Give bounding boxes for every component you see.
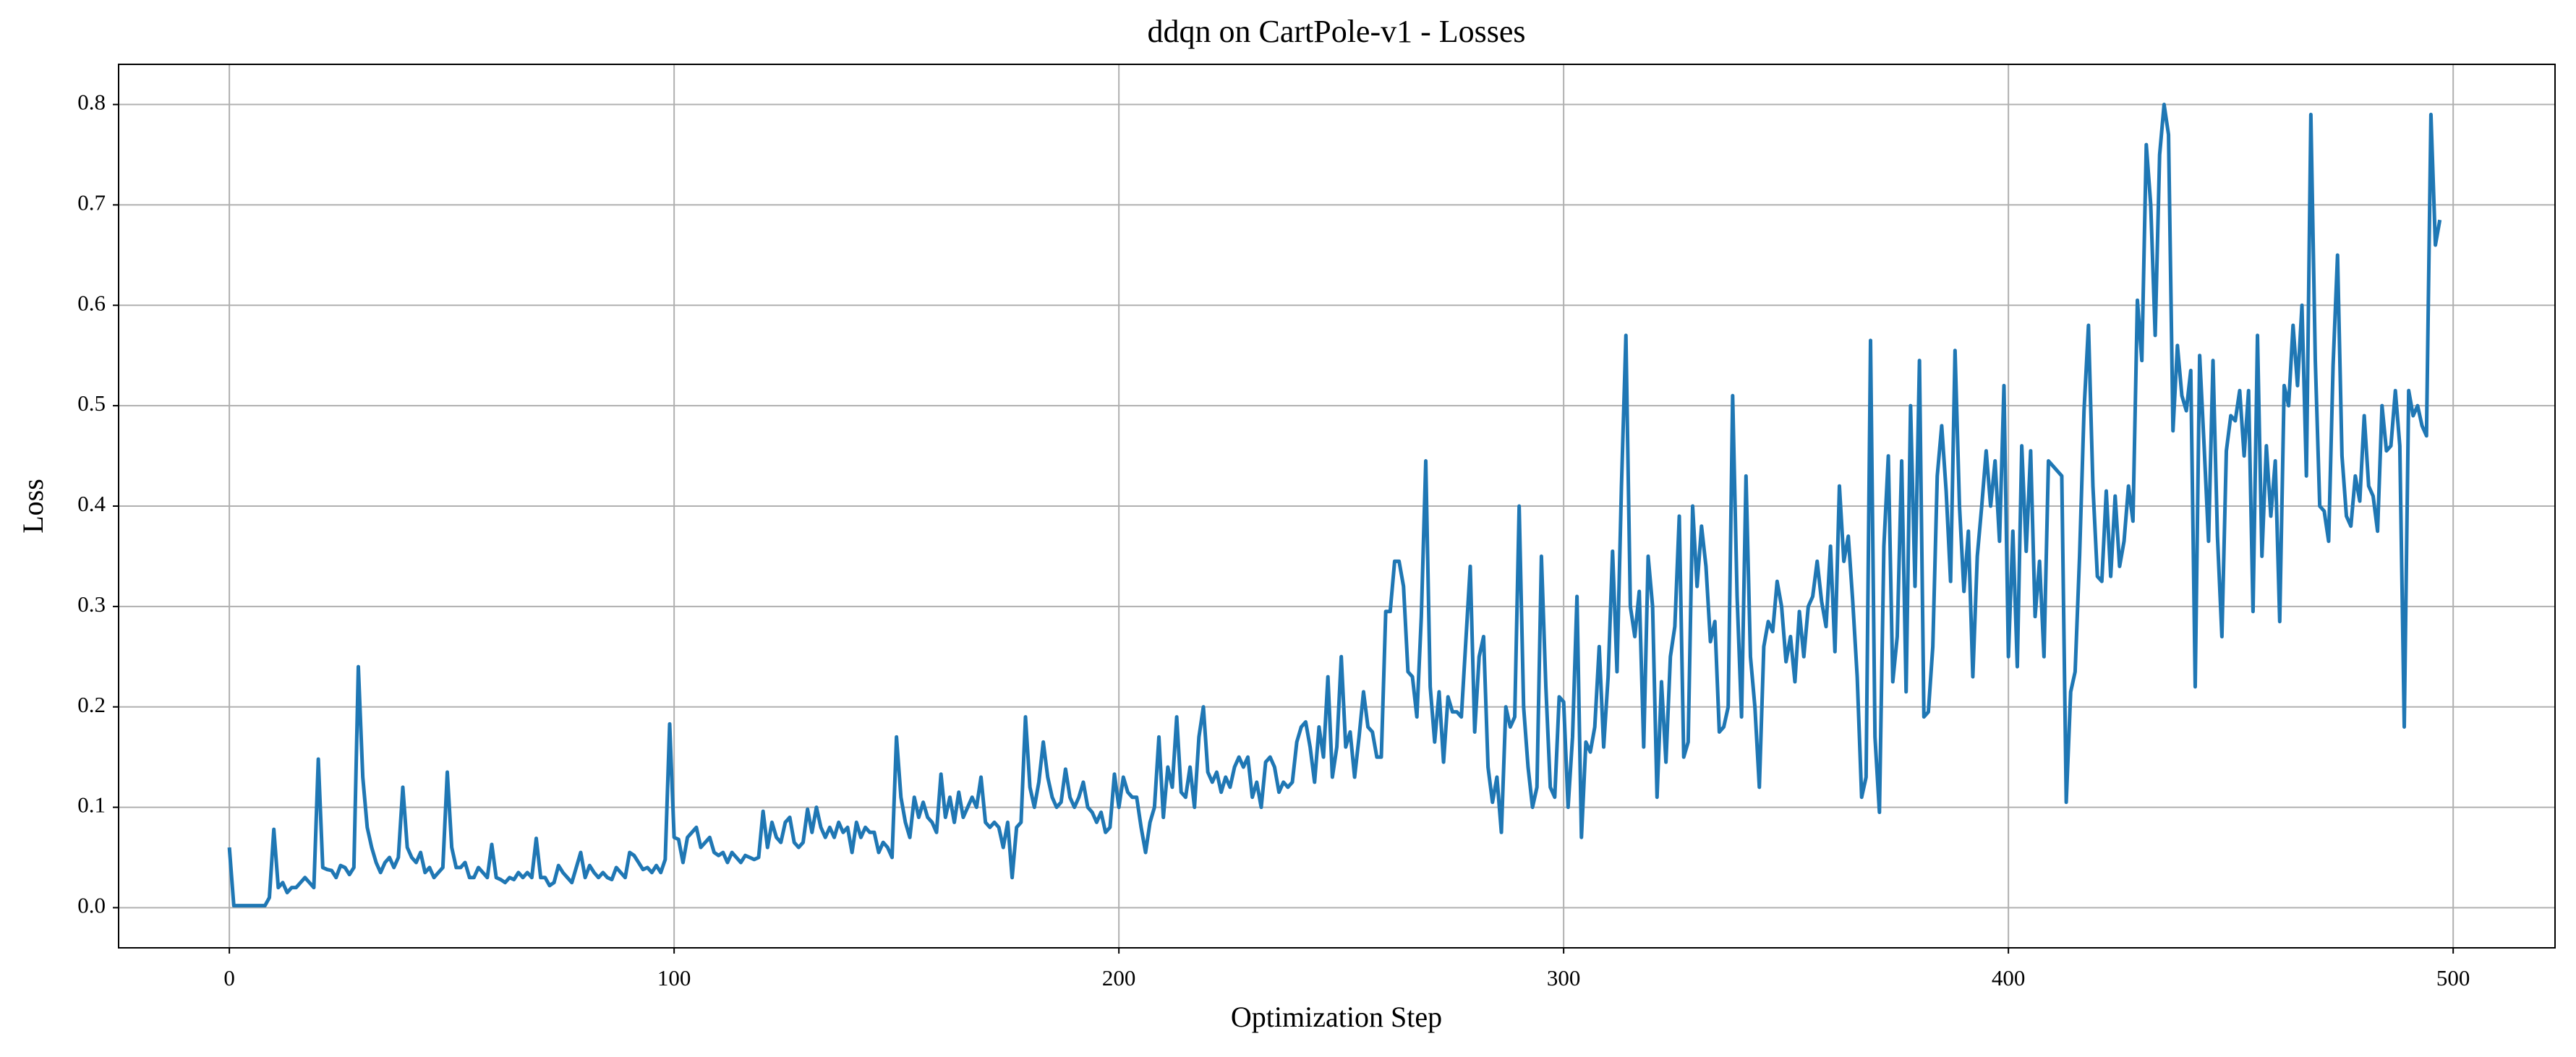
x-tick-label: 200 <box>1102 965 1136 990</box>
x-tick-label: 0 <box>223 965 235 990</box>
y-tick-label: 0.2 <box>77 692 106 717</box>
x-axis-label: Optimization Step <box>1231 1001 1442 1033</box>
y-tick-label: 0.4 <box>77 491 106 516</box>
chart-title: ddqn on CartPole-v1 - Losses <box>1147 14 1525 49</box>
y-tick-label: 0.7 <box>77 190 106 215</box>
y-tick-label: 0.1 <box>77 792 106 818</box>
plot-frame <box>118 64 2556 949</box>
line <box>227 103 2442 908</box>
x-tick-label: 400 <box>1992 965 2026 990</box>
y-tick-label: 0.3 <box>77 591 106 617</box>
y-tick-label: 0.5 <box>77 390 106 416</box>
y-tick-label: 0.8 <box>77 90 106 115</box>
x-tick-label: 300 <box>1547 965 1581 990</box>
y-axis-label: Loss <box>17 479 49 534</box>
y-tick-label: 0.6 <box>77 290 106 315</box>
x-tick-label: 500 <box>2436 965 2470 990</box>
x-tick-label: 100 <box>657 965 691 990</box>
y-tick-label: 0.0 <box>77 893 106 918</box>
